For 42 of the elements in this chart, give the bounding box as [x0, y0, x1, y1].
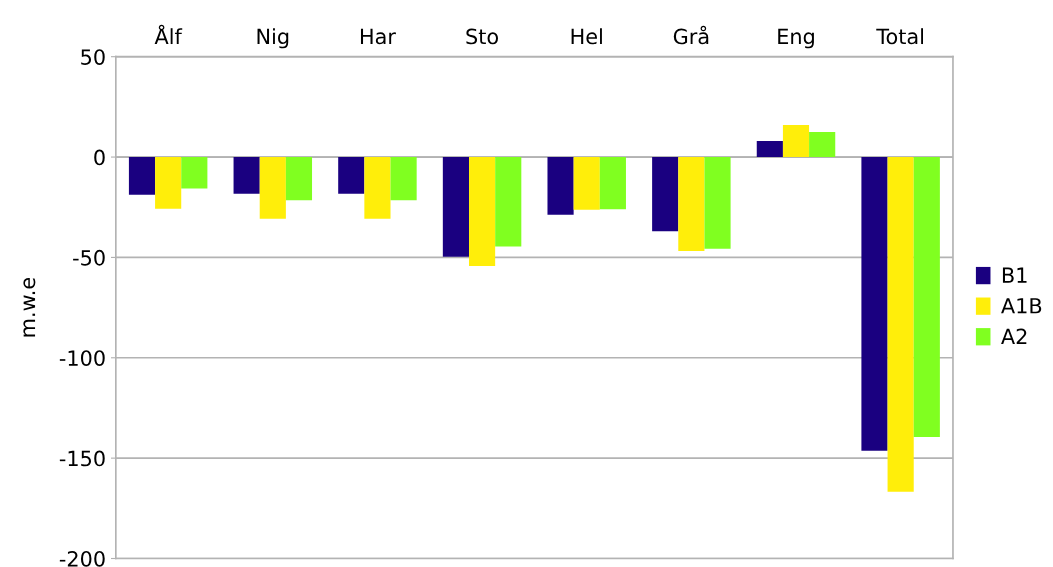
bar — [573, 157, 600, 210]
bar — [338, 157, 365, 194]
bar — [181, 157, 208, 189]
bar — [547, 157, 574, 215]
bar — [495, 157, 522, 247]
y-axis-title: m.w.e — [23, 277, 36, 337]
bar — [861, 157, 888, 451]
bar — [887, 157, 914, 492]
bar — [155, 157, 182, 209]
y-tick-label: -50 — [73, 249, 105, 266]
x-tick-label: Total — [876, 28, 924, 45]
legend-label: A2 — [1001, 328, 1027, 344]
x-tick-label: Ålf — [154, 24, 183, 45]
bar — [678, 157, 705, 251]
legend-label: A1B — [1001, 298, 1042, 314]
x-tick-label: Har — [360, 28, 396, 45]
bar — [259, 157, 286, 219]
legend-label: B1 — [1002, 267, 1027, 283]
bar — [442, 157, 469, 257]
bar — [652, 157, 679, 232]
x-tick-label: Hel — [571, 28, 602, 45]
bar — [809, 131, 836, 158]
bar — [469, 157, 496, 267]
bar — [364, 157, 391, 219]
bar — [285, 157, 313, 201]
bar — [390, 157, 417, 201]
x-tick-label: Eng — [778, 28, 814, 49]
y-tick-label: -150 — [59, 450, 105, 467]
x-tick-label: Sto — [466, 28, 499, 45]
bar — [782, 124, 810, 158]
y-tick-label: -100 — [59, 350, 105, 366]
bar — [756, 141, 783, 158]
y-tick-label: 0 — [94, 149, 105, 166]
bar — [599, 157, 626, 210]
bar — [233, 157, 260, 194]
bar — [128, 157, 156, 195]
x-tick-label: Nig — [257, 28, 289, 49]
bar — [913, 157, 940, 438]
bar — [704, 157, 731, 249]
y-tick-label: -200 — [59, 550, 105, 567]
x-tick-label: Grå — [673, 25, 709, 45]
y-tick-label: 50 — [81, 49, 105, 65]
